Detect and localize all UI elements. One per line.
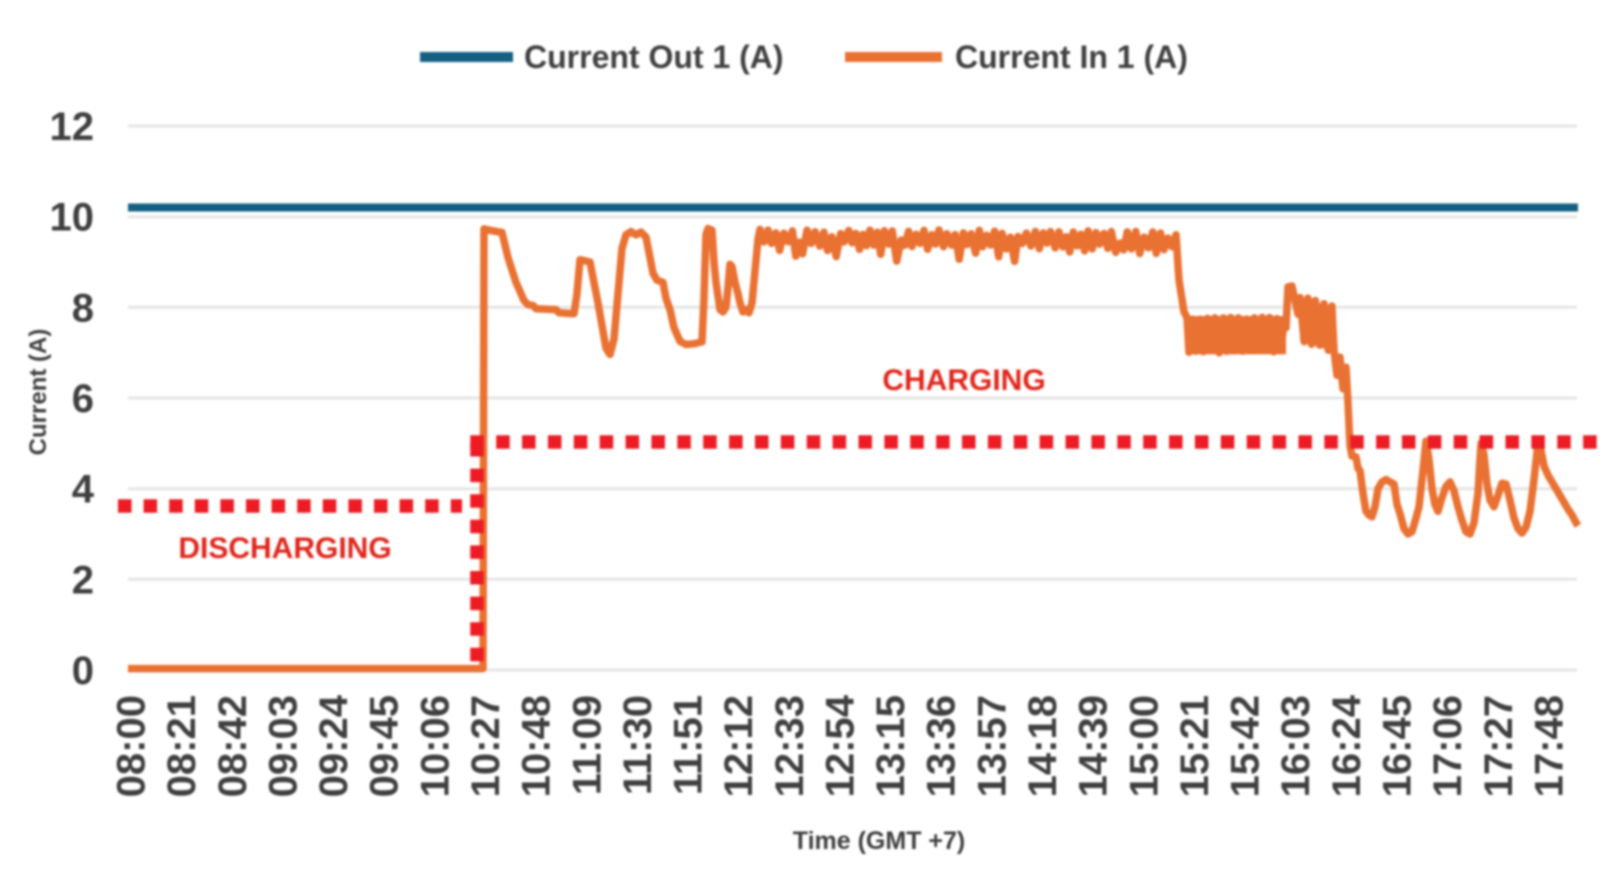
svg-text:12:54: 12:54 xyxy=(819,694,863,797)
svg-text:16:03: 16:03 xyxy=(1274,695,1318,797)
svg-text:10:06: 10:06 xyxy=(413,695,457,797)
svg-text:12:33: 12:33 xyxy=(768,695,812,797)
svg-text:08:00: 08:00 xyxy=(110,695,154,797)
svg-text:12: 12 xyxy=(50,105,95,149)
svg-text:09:24: 09:24 xyxy=(312,694,356,797)
svg-text:08:21: 08:21 xyxy=(160,695,204,797)
svg-text:09:03: 09:03 xyxy=(261,695,305,797)
svg-text:11:51: 11:51 xyxy=(667,695,711,795)
svg-text:10:48: 10:48 xyxy=(515,695,559,797)
svg-text:Current (A): Current (A) xyxy=(25,329,52,456)
svg-text:15:21: 15:21 xyxy=(1173,695,1217,797)
svg-text:4: 4 xyxy=(72,468,95,512)
svg-text:17:27: 17:27 xyxy=(1477,695,1521,797)
svg-text:0: 0 xyxy=(72,649,94,693)
svg-text:17:06: 17:06 xyxy=(1426,695,1470,797)
svg-text:16:45: 16:45 xyxy=(1376,695,1420,797)
svg-text:15:42: 15:42 xyxy=(1224,695,1268,797)
svg-text:11:30: 11:30 xyxy=(616,695,660,795)
svg-text:08:42: 08:42 xyxy=(211,695,255,797)
svg-text:Current In 1 (A): Current In 1 (A) xyxy=(955,39,1188,75)
svg-text:12:12: 12:12 xyxy=(717,695,761,797)
svg-text:8: 8 xyxy=(72,286,94,330)
svg-text:2: 2 xyxy=(72,558,94,602)
svg-text:10:27: 10:27 xyxy=(464,695,508,797)
svg-text:13:15: 13:15 xyxy=(869,695,913,797)
svg-text:6: 6 xyxy=(72,377,94,421)
svg-text:11:09: 11:09 xyxy=(565,695,609,795)
svg-text:15:00: 15:00 xyxy=(1122,695,1166,797)
svg-text:DISCHARGING: DISCHARGING xyxy=(178,532,391,565)
svg-text:13:57: 13:57 xyxy=(970,695,1014,797)
svg-text:Current Out 1 (A): Current Out 1 (A) xyxy=(524,39,784,75)
svg-text:16:24: 16:24 xyxy=(1325,694,1369,797)
svg-text:13:36: 13:36 xyxy=(920,695,964,797)
svg-text:10: 10 xyxy=(50,196,95,240)
svg-text:14:18: 14:18 xyxy=(1021,695,1065,797)
svg-text:17:48: 17:48 xyxy=(1527,695,1571,797)
svg-text:09:45: 09:45 xyxy=(363,695,407,797)
svg-text:Time (GMT +7): Time (GMT +7) xyxy=(793,827,966,855)
svg-text:14:39: 14:39 xyxy=(1072,695,1116,797)
svg-text:CHARGING: CHARGING xyxy=(882,364,1045,397)
